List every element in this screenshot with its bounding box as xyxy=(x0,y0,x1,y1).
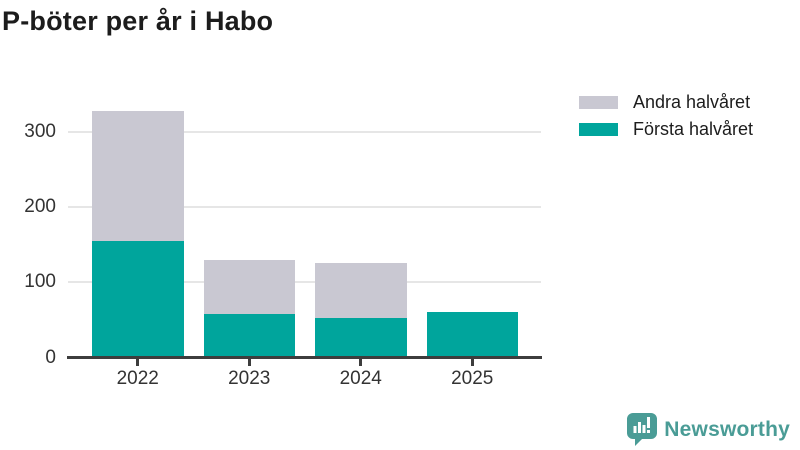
gridline-100 xyxy=(68,281,541,284)
x-axis-tick-label: 2024 xyxy=(339,368,382,389)
x-axis-tick xyxy=(470,359,474,366)
x-axis-tick xyxy=(136,359,140,366)
bar-2022-andra-halvaret xyxy=(92,110,184,241)
gridline-300 xyxy=(68,130,541,133)
newsworthy-logo-text: Newsworthy xyxy=(664,417,790,441)
chart-title: P-böter per år i Habo xyxy=(2,6,274,36)
gridline-200 xyxy=(68,205,541,208)
legend-swatch-forsta-halvaret xyxy=(579,122,618,136)
legend-swatch-andra-halvaret xyxy=(579,95,618,109)
bar-2025-forsta-halvaret xyxy=(426,312,518,358)
legend: Andra halvåret Första halvåret xyxy=(579,92,753,149)
x-axis-tick-label: 2022 xyxy=(116,368,159,389)
x-axis-tick-label: 2025 xyxy=(451,368,494,389)
bar-2023-andra-halvaret xyxy=(203,259,295,314)
legend-item-forsta-halvaret: Första halvåret xyxy=(579,119,753,139)
legend-label: Första halvåret xyxy=(633,118,754,139)
y-axis-tick-label: 0 xyxy=(45,346,56,368)
bar-2023-forsta-halvaret xyxy=(203,313,295,358)
x-axis-tick-label: 2023 xyxy=(228,368,271,389)
y-axis-tick-label: 100 xyxy=(24,271,56,293)
y-axis-tick-label: 300 xyxy=(24,120,56,142)
x-axis-tick xyxy=(359,359,363,366)
x-axis-tick xyxy=(247,359,251,366)
bar-2022-forsta-halvaret xyxy=(92,240,184,358)
x-axis-line xyxy=(67,356,542,359)
newsworthy-logo: Newsworthy xyxy=(627,413,790,446)
y-axis-tick-label: 200 xyxy=(24,195,56,217)
bar-2024-andra-halvaret xyxy=(315,262,407,319)
legend-item-andra-halvaret: Andra halvåret xyxy=(579,92,753,112)
bar-chart-speech-bubble-icon xyxy=(627,413,658,446)
bar-2024-forsta-halvaret xyxy=(315,318,407,358)
legend-label: Andra halvåret xyxy=(633,91,751,112)
